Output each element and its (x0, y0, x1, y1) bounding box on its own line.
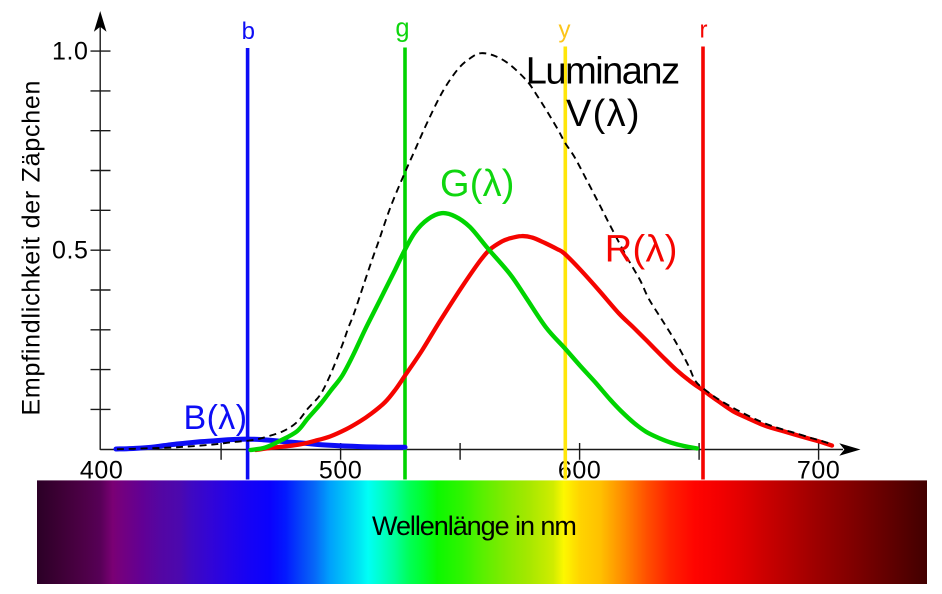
svg-text:700: 700 (797, 456, 841, 484)
svg-text:B(λ): B(λ) (184, 399, 248, 437)
svg-text:g: g (395, 15, 409, 43)
svg-text:1.0: 1.0 (52, 38, 89, 66)
svg-text:400: 400 (80, 456, 124, 484)
svg-text:r: r (700, 17, 708, 44)
svg-text:G(λ): G(λ) (440, 163, 515, 205)
svg-text:Luminanz: Luminanz (526, 50, 679, 92)
svg-text:500: 500 (319, 456, 363, 484)
svg-text:Empfindlichkeit der Zäpchen: Empfindlichkeit der Zäpchen (18, 80, 46, 416)
svg-text:y: y (559, 17, 571, 44)
svg-text:R(λ): R(λ) (605, 229, 678, 271)
svg-text:b: b (242, 18, 255, 45)
svg-text:0.5: 0.5 (52, 236, 89, 264)
svg-text:Wellenlänge in nm: Wellenlänge in nm (372, 511, 576, 541)
svg-text:V(λ): V(λ) (566, 93, 641, 135)
